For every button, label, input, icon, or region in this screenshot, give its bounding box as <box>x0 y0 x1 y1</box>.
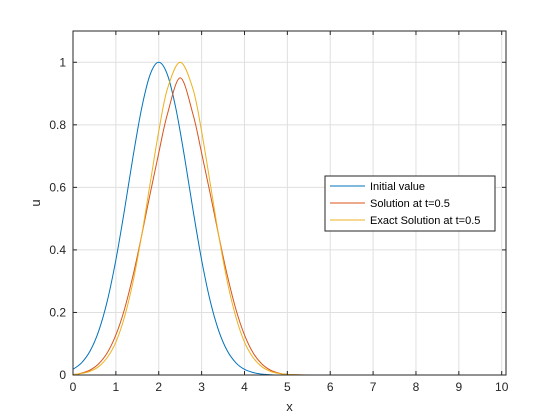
x-tick-label: 9 <box>455 380 462 394</box>
y-tick-label: 0.6 <box>49 180 66 194</box>
x-tick-label: 7 <box>370 380 377 394</box>
x-tick-label: 8 <box>413 380 420 394</box>
y-tick-label: 0 <box>59 368 66 382</box>
y-tick-label: 0.2 <box>49 305 66 319</box>
x-tick-label: 5 <box>284 380 291 394</box>
legend-label: Initial value <box>370 181 425 193</box>
legend: Initial value Solution at t=0.5 Exact Solu… <box>324 175 496 232</box>
x-tick-label: 10 <box>495 380 509 394</box>
legend-label: Solution at t=0.5 <box>370 198 450 210</box>
y-tick-label: 0.4 <box>49 243 66 257</box>
x-tick-label: 1 <box>113 380 120 394</box>
axes-box <box>72 30 507 376</box>
y-axis-label: u <box>28 199 43 206</box>
x-tick-label: 4 <box>241 380 248 394</box>
x-tick-label: 0 <box>70 380 77 394</box>
tick-marks <box>72 31 506 376</box>
x-tick-label: 3 <box>198 380 205 394</box>
x-tick-label: 2 <box>155 380 162 394</box>
legend-label: Exact Solution at t=0.5 <box>370 215 480 227</box>
x-tick-labels: 0 1 2 3 4 5 6 7 8 9 10 <box>70 380 509 394</box>
y-tick-label: 0.8 <box>49 118 66 132</box>
y-tick-label: 1 <box>59 55 66 69</box>
x-tick-label: 6 <box>327 380 334 394</box>
y-tick-labels: 0 0.2 0.4 0.6 0.8 1 <box>49 55 66 382</box>
x-axis-label: x <box>286 399 293 414</box>
